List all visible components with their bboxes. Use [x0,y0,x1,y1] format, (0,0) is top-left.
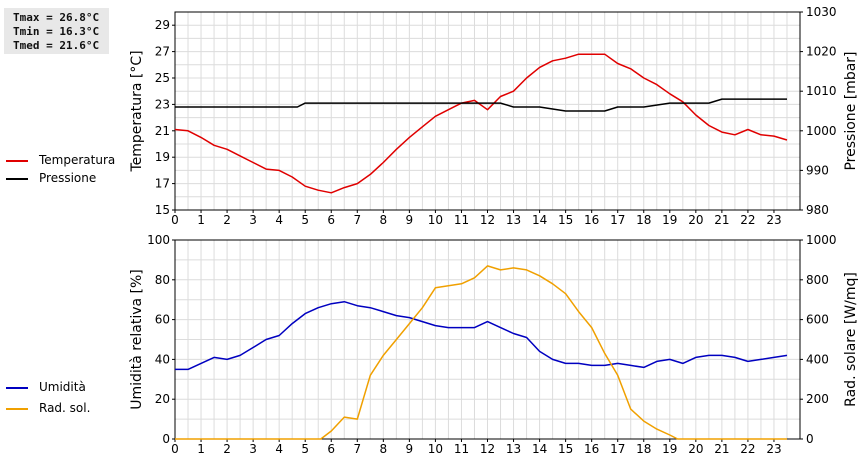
x-tick-label: 3 [249,213,257,227]
stat-tmax: Tmax = 26.8°C [13,11,100,24]
y-right-tick-label: 200 [806,392,829,406]
x-tick-label: 17 [610,442,625,456]
x-tick-label: 15 [558,442,573,456]
x-tick-label: 16 [584,213,599,227]
x-tick-label: 11 [454,442,469,456]
legend-label-pressione: Pressione [39,171,97,185]
y-right-tick-label: 980 [806,203,829,217]
y-left-axis-title: Temperatura [°C] [129,50,145,172]
y-left-tick-label: 17 [155,177,170,191]
x-tick-label: 2 [223,213,231,227]
y-left-tick-label: 20 [155,392,170,406]
x-tick-label: 0 [171,213,179,227]
x-tick-label: 7 [353,442,361,456]
x-tick-label: 8 [380,213,388,227]
x-tick-label: 22 [740,442,755,456]
x-tick-label: 20 [688,213,703,227]
y-left-tick-label: 40 [155,352,170,366]
stat-tmed: Tmed = 21.6°C [13,39,100,52]
y-left-tick-label: 0 [162,432,170,446]
y-right-tick-label: 600 [806,313,829,327]
x-tick-label: 12 [480,442,495,456]
x-tick-label: 21 [714,213,729,227]
x-tick-label: 5 [301,213,309,227]
y-right-tick-label: 0 [806,432,814,446]
y-right-tick-label: 400 [806,352,829,366]
x-tick-label: 13 [506,213,521,227]
chart-top-temperature-pressure: 0 1 2 3 4 5 6 7 8 9 10 11 12 13 14 15 16 17 18 19 20 21 22 2315… [129,5,859,227]
x-tick-label: 12 [480,213,495,227]
x-tick-label: 20 [688,442,703,456]
x-tick-label: 1 [197,213,205,227]
x-tick-label: 10 [428,442,443,456]
x-tick-label: 7 [353,213,361,227]
x-tick-label: 5 [301,442,309,456]
series-line-temperatura [174,53,788,194]
x-tick-label: 6 [327,213,335,227]
stat-tmin: Tmin = 16.3°C [13,25,100,38]
x-tick-label: 3 [249,442,257,456]
x-tick-label: 10 [428,213,443,227]
x-tick-label: 0 [171,442,179,456]
x-tick-label: 19 [662,442,677,456]
x-tick-label: 23 [766,213,781,227]
x-tick-label: 18 [636,213,651,227]
x-tick-label: 9 [406,213,414,227]
y-right-tick-label: 1000 [806,233,837,247]
y-right-axis-title: Pressione [mbar] [843,51,859,170]
x-tick-label: 14 [532,442,547,456]
x-tick-label: 4 [275,213,283,227]
x-tick-label: 11 [454,213,469,227]
legend-swatch-pressione [6,178,28,180]
y-left-tick-label: 21 [155,124,170,138]
x-tick-label: 16 [584,442,599,456]
y-left-tick-label: 80 [155,273,170,287]
x-tick-label: 15 [558,213,573,227]
stats-box: Tmax = 26.8°C Tmin = 16.3°C Tmed = 21.6°… [4,8,109,54]
y-right-tick-label: 990 [806,163,829,177]
y-left-tick-label: 15 [155,203,170,217]
x-tick-label: 22 [740,213,755,227]
x-tick-label: 8 [380,442,388,456]
x-tick-label: 1 [197,442,205,456]
legend-swatch-umidita [6,387,28,389]
chart-bottom-humidity-radiation: 0 1 2 3 4 5 6 7 8 9 10 11 12 13 14 15 16 17 18 19 20 21 22 2302… [129,233,859,456]
series-line-pressione [175,98,787,112]
x-tick-label: 18 [636,442,651,456]
legend-label-umidita: Umidità [39,380,86,394]
x-tick-label: 19 [662,213,677,227]
y-right-tick-label: 1020 [806,45,837,59]
series-line-umidit [175,300,788,371]
y-left-tick-label: 25 [155,71,170,85]
y-left-tick-label: 19 [155,150,170,164]
x-tick-label: 23 [766,442,781,456]
y-left-tick-label: 23 [155,97,170,111]
x-tick-label: 21 [714,442,729,456]
legend-label-temperatura: Temperatura [39,153,116,167]
y-left-axis-title: Umidità relativa [%] [129,269,145,410]
y-right-tick-label: 1010 [806,84,837,98]
x-tick-label: 17 [610,213,625,227]
y-left-tick-label: 27 [155,45,170,59]
x-tick-label: 14 [532,213,547,227]
x-tick-label: 13 [506,442,521,456]
y-right-tick-label: 1030 [806,5,837,19]
series-line-rad-sol [175,265,787,440]
legend-label-radsol: Rad. sol. [39,401,91,415]
legend-swatch-temperatura [6,160,28,162]
x-tick-label: 4 [275,442,283,456]
x-tick-label: 9 [406,442,414,456]
y-right-tick-label: 800 [806,273,829,287]
y-left-tick-label: 29 [155,18,170,32]
y-left-tick-label: 60 [155,313,170,327]
x-tick-label: 2 [223,442,231,456]
x-tick-label: 6 [327,442,335,456]
y-right-tick-label: 1000 [806,124,837,138]
y-right-axis-title: Rad. solare [W/mq] [843,272,859,407]
legend-swatch-radsol [6,408,28,410]
y-left-tick-label: 100 [147,233,170,247]
